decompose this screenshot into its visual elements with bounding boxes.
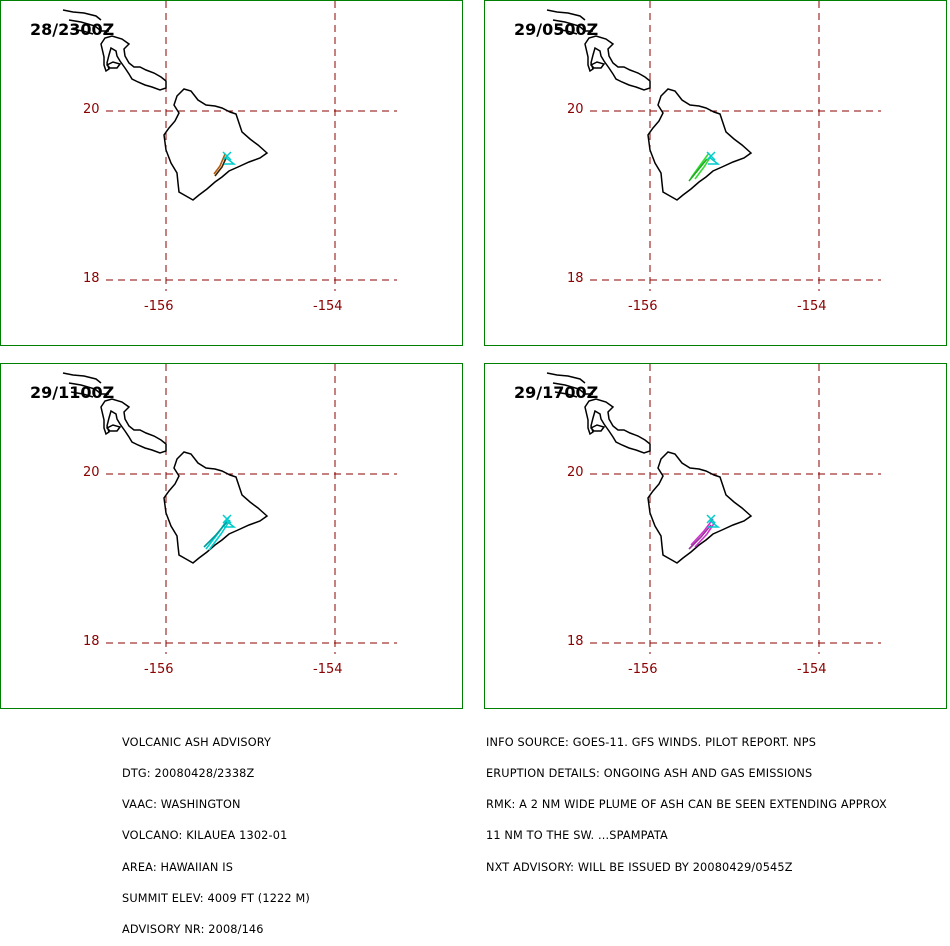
lon-label-156: -156 bbox=[144, 662, 174, 677]
lon-label-156: -156 bbox=[628, 299, 658, 314]
island-molokai-b bbox=[552, 382, 593, 395]
island-kahoolawe bbox=[589, 61, 606, 69]
advisory-remark: RMK: A 2 NM WIDE PLUME OF ASH CAN BE SEE… bbox=[486, 798, 887, 812]
ash-plume bbox=[203, 516, 231, 551]
lon-label-154: -154 bbox=[797, 299, 827, 314]
ash-plume-segment-2 bbox=[214, 155, 228, 177]
ash-plume-segment-2 bbox=[694, 155, 712, 180]
map-panel-1: 28/2300Z 20 18 -156 -154 bbox=[0, 0, 463, 346]
island-hawaii bbox=[647, 88, 753, 201]
ash-plume-segment-2 bbox=[208, 519, 231, 551]
ash-plume bbox=[213, 153, 228, 177]
island-kahoolawe bbox=[105, 424, 122, 432]
vent-marker bbox=[222, 514, 237, 528]
lon-label-154: -154 bbox=[313, 299, 343, 314]
island-lanai bbox=[70, 28, 94, 35]
lon-label-156: -156 bbox=[628, 662, 658, 677]
island-lanai bbox=[70, 391, 94, 398]
ash-plume-segment-3 bbox=[203, 521, 228, 548]
advisory-title: VOLCANIC ASH ADVISORY bbox=[122, 735, 272, 749]
island-molokai-a bbox=[62, 372, 102, 384]
advisory-volcano: VOLCANO: KILAUEA 1302-01 bbox=[122, 829, 288, 843]
ash-plume-segment-1 bbox=[213, 153, 226, 175]
island-maui bbox=[584, 398, 651, 454]
vent-marker bbox=[706, 151, 721, 165]
island-molokai-b bbox=[68, 19, 109, 32]
coastline bbox=[546, 9, 753, 201]
panel-timestamp: 29/1700Z bbox=[514, 383, 599, 402]
island-lanai bbox=[554, 28, 578, 35]
panel-timestamp: 29/0500Z bbox=[514, 20, 599, 39]
advisory-info-source: INFO SOURCE: GOES-11. GFS WINDS. PILOT R… bbox=[486, 735, 817, 749]
lat-label-18: 18 bbox=[83, 271, 100, 286]
island-maui bbox=[100, 35, 167, 91]
lat-label-20: 20 bbox=[83, 465, 100, 480]
island-kahoolawe bbox=[589, 424, 606, 432]
lon-label-154: -154 bbox=[313, 662, 343, 677]
advisory-info-left: VOLCANIC ASH ADVISORY DTG: 20080428/2338… bbox=[122, 717, 310, 946]
island-lanai bbox=[554, 391, 578, 398]
ash-plume bbox=[688, 152, 712, 182]
panel-timestamp: 28/2300Z bbox=[30, 20, 115, 39]
panel-timestamp: 29/1100Z bbox=[30, 383, 115, 402]
island-molokai-b bbox=[552, 19, 593, 32]
advisory-vaac: VAAC: WASHINGTON bbox=[122, 798, 241, 812]
coastline bbox=[546, 372, 753, 564]
island-maui bbox=[100, 398, 167, 454]
advisory-dtg: DTG: 20080428/2338Z bbox=[122, 767, 255, 781]
advisory-eruption-details: ERUPTION DETAILS: ONGOING ASH AND GAS EM… bbox=[486, 767, 813, 781]
map-panel-3: 29/1100Z 20 18 -156 -154 bbox=[0, 363, 463, 709]
advisory-area: AREA: HAWAIIAN IS bbox=[122, 860, 234, 874]
vent-marker bbox=[706, 514, 721, 528]
lat-label-18: 18 bbox=[83, 634, 100, 649]
island-hawaii bbox=[647, 451, 753, 564]
island-maui bbox=[584, 35, 651, 91]
advisory-remark-cont: 11 NM TO THE SW. ...SPAMPATA bbox=[486, 829, 668, 843]
advisory-summit-elev: SUMMIT ELEV: 4009 FT (1222 M) bbox=[122, 891, 310, 905]
graticule bbox=[590, 1, 881, 291]
advisory-number: ADVISORY NR: 2008/146 bbox=[122, 923, 264, 937]
island-molokai-a bbox=[546, 9, 586, 21]
ash-plume-segment-1 bbox=[690, 518, 714, 546]
lon-label-156: -156 bbox=[144, 299, 174, 314]
island-molokai-a bbox=[62, 9, 102, 21]
advisory-info-right: INFO SOURCE: GOES-11. GFS WINDS. PILOT R… bbox=[486, 717, 887, 884]
graticule bbox=[106, 1, 397, 291]
island-kahoolawe bbox=[105, 61, 122, 69]
lat-label-20: 20 bbox=[83, 102, 100, 117]
lat-label-18: 18 bbox=[567, 271, 584, 286]
island-hawaii bbox=[163, 88, 269, 201]
lon-label-154: -154 bbox=[797, 662, 827, 677]
ash-plume-segment-3 bbox=[688, 158, 708, 182]
lat-label-20: 20 bbox=[567, 102, 584, 117]
island-molokai-a bbox=[546, 372, 586, 384]
map-panel-4: 29/1700Z 20 18 -156 -154 bbox=[484, 363, 947, 709]
ash-plume-segment-3 bbox=[688, 524, 712, 550]
lat-label-20: 20 bbox=[567, 465, 584, 480]
coastline bbox=[62, 372, 269, 564]
advisory-next: NXT ADVISORY: WILL BE ISSUED BY 20080429… bbox=[486, 860, 793, 874]
graticule bbox=[590, 364, 881, 654]
ash-plume-segment-2 bbox=[694, 521, 716, 548]
island-molokai-b bbox=[68, 382, 109, 395]
coastline bbox=[62, 9, 269, 201]
vent-marker bbox=[222, 151, 237, 165]
lat-label-18: 18 bbox=[567, 634, 584, 649]
island-hawaii bbox=[163, 451, 269, 564]
graticule bbox=[106, 364, 397, 654]
ash-plume bbox=[688, 518, 716, 550]
map-panel-2: 29/0500Z 20 18 -156 -154 bbox=[484, 0, 947, 346]
